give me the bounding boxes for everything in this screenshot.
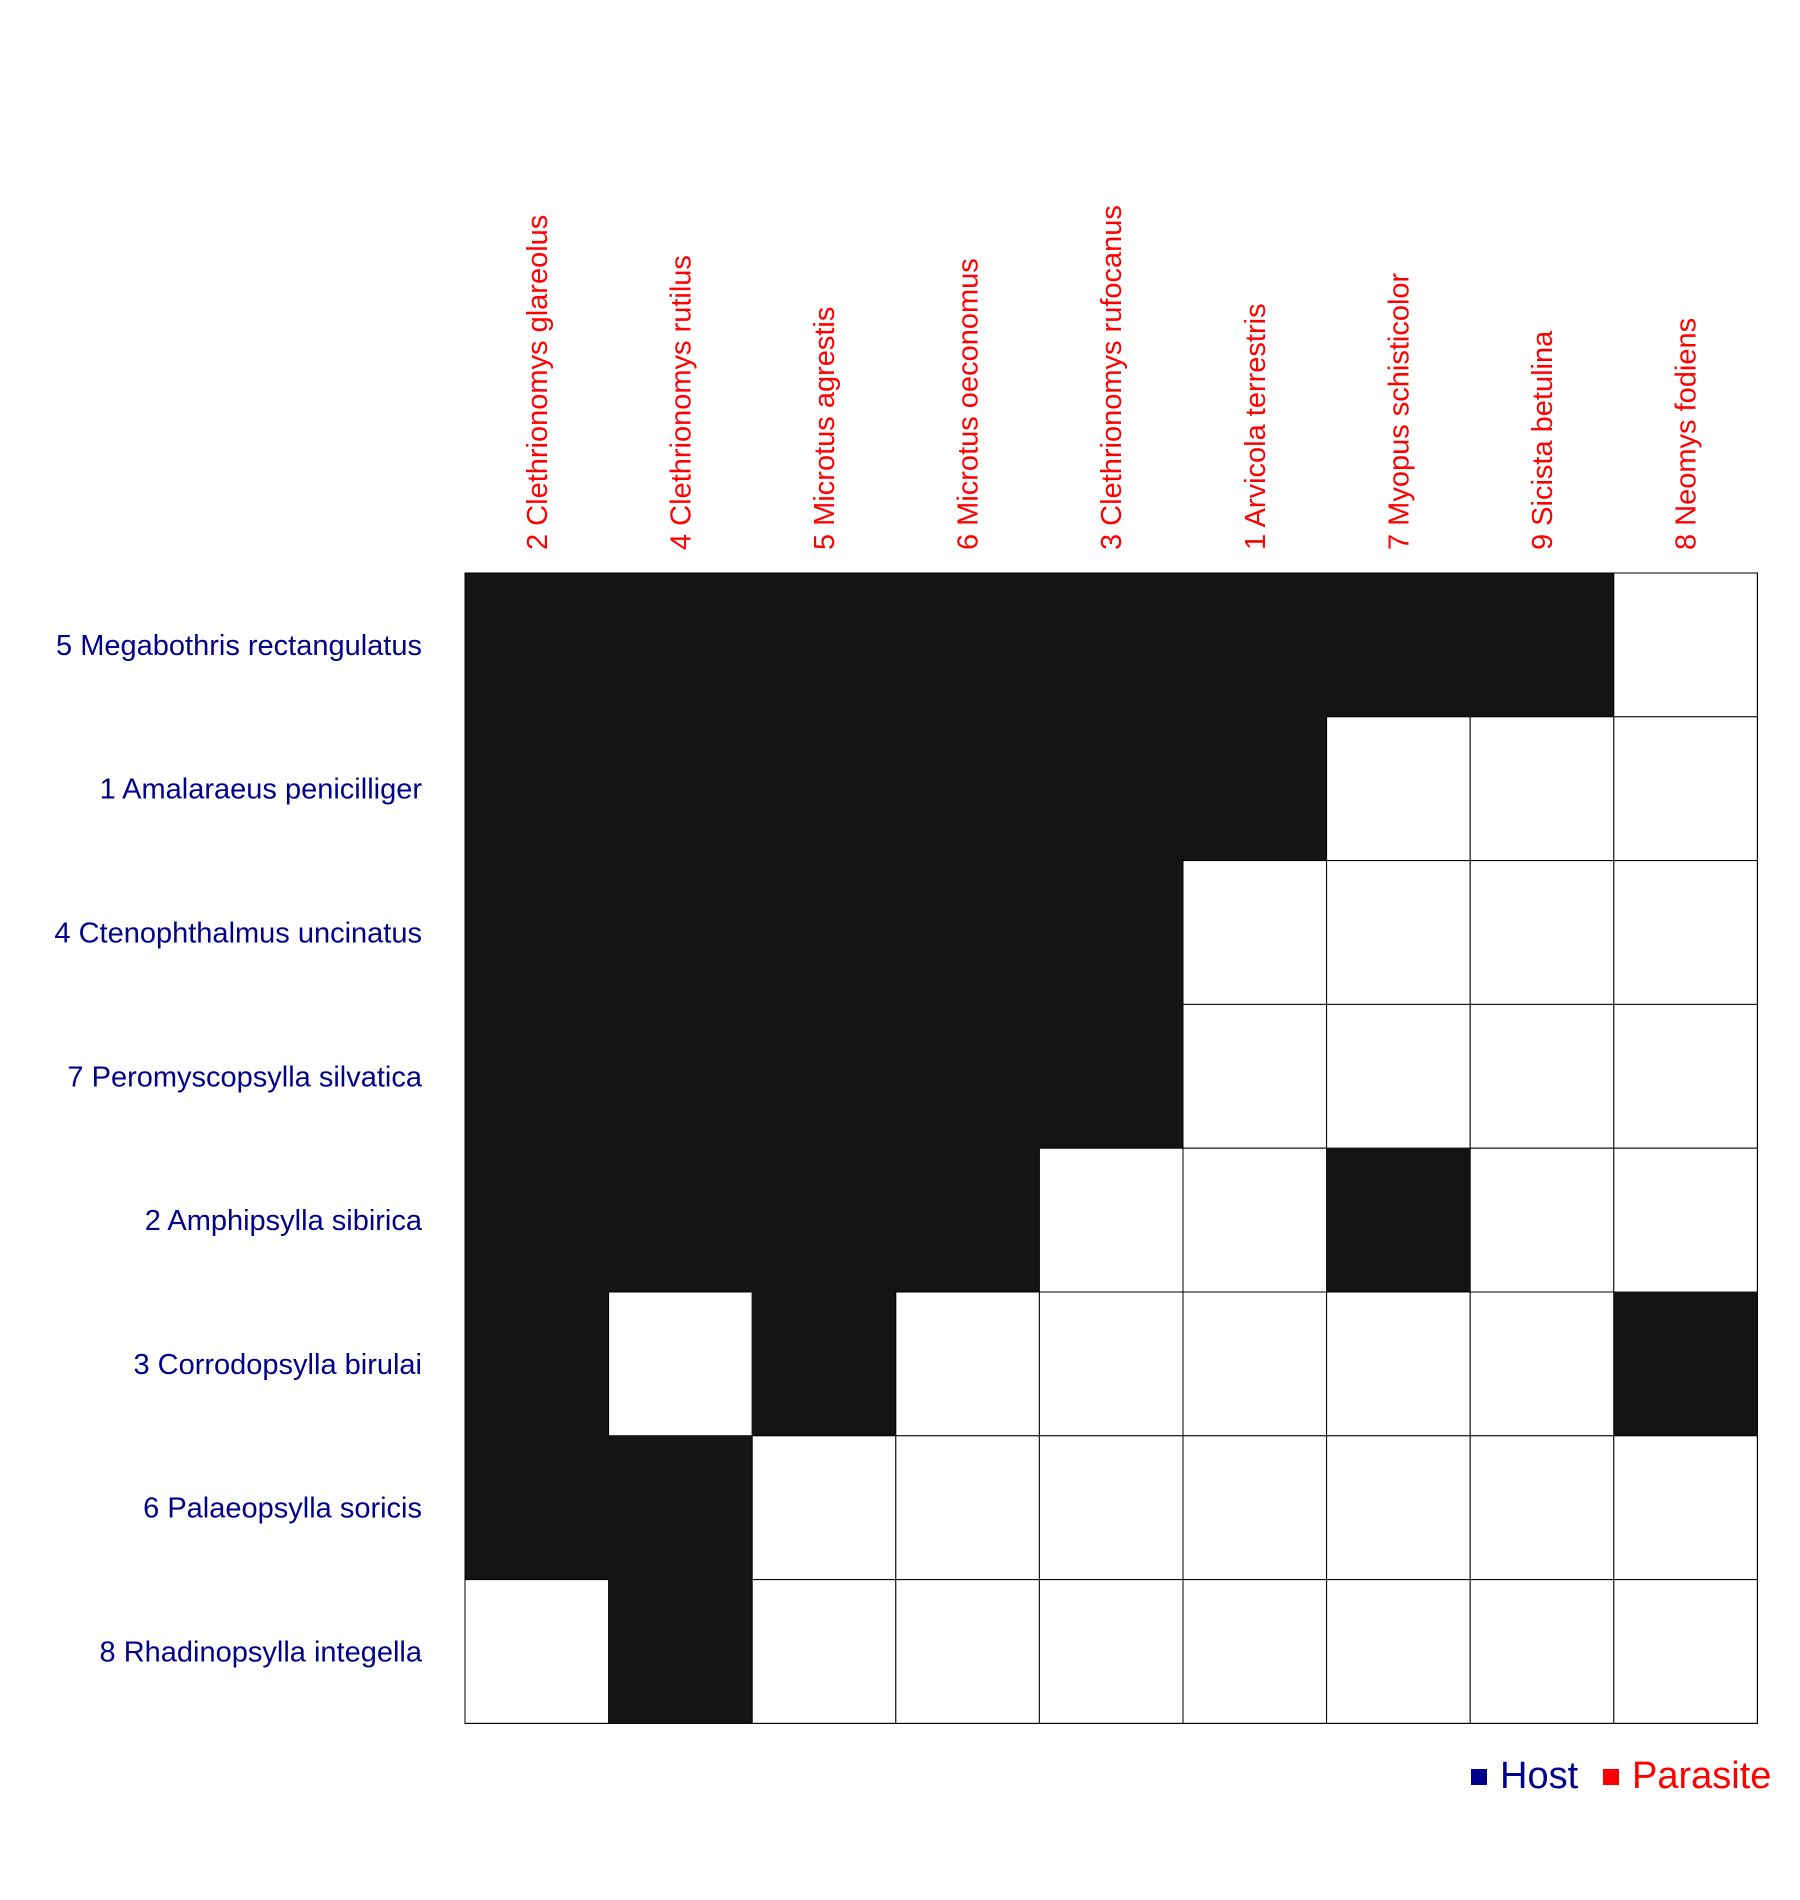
matrix-cell bbox=[751, 572, 897, 718]
matrix-cell bbox=[1469, 716, 1615, 862]
matrix-cells bbox=[464, 572, 1758, 1724]
matrix-cell bbox=[1038, 1435, 1184, 1581]
matrix-cell bbox=[1469, 860, 1615, 1005]
matrix-cell bbox=[895, 1003, 1040, 1149]
column-label: 5 Microtus agrestis bbox=[809, 307, 841, 550]
matrix-cell bbox=[1613, 1147, 1758, 1293]
matrix-cell bbox=[1038, 1147, 1184, 1293]
matrix-cell bbox=[751, 1579, 897, 1724]
matrix-cell bbox=[608, 572, 753, 718]
matrix-cell bbox=[895, 1147, 1040, 1293]
matrix-cell bbox=[895, 1435, 1040, 1581]
matrix-cell bbox=[1038, 1579, 1184, 1724]
matrix-cell bbox=[751, 1003, 897, 1149]
row-label: 4 Ctenophthalmus uncinatus bbox=[54, 918, 422, 950]
matrix-cell bbox=[1613, 860, 1758, 1005]
matrix-cell bbox=[751, 1147, 897, 1293]
matrix-cell bbox=[608, 860, 753, 1005]
matrix-cell bbox=[1182, 1579, 1328, 1724]
matrix-cell bbox=[464, 1291, 610, 1437]
legend-host-swatch bbox=[1471, 1769, 1487, 1785]
matrix-cell bbox=[1182, 860, 1328, 1005]
column-label: 6 Microtus oeconomus bbox=[953, 258, 985, 550]
matrix-cell bbox=[1469, 572, 1615, 718]
matrix-cell bbox=[464, 1003, 610, 1149]
matrix-cell bbox=[1326, 1291, 1471, 1437]
matrix-cell bbox=[1182, 1435, 1328, 1581]
matrix-cell bbox=[751, 1435, 897, 1581]
matrix-cell bbox=[1182, 1291, 1328, 1437]
matrix-cell bbox=[464, 1147, 610, 1293]
matrix-cell bbox=[608, 1291, 753, 1437]
matrix-border bbox=[464, 572, 1758, 1724]
matrix-cell bbox=[464, 716, 610, 862]
matrix-cell bbox=[1326, 860, 1471, 1005]
matrix-cell bbox=[608, 716, 753, 862]
row-label: 7 Peromyscopsylla silvatica bbox=[67, 1061, 422, 1093]
column-labels: 2 Clethrionomys glareolus 4 Clethrionomys… bbox=[522, 205, 1703, 550]
matrix-cell bbox=[1038, 860, 1184, 1005]
row-label: 6 Palaeopsylla soricis bbox=[143, 1493, 422, 1525]
column-label: 1 Arvicola terrestris bbox=[1240, 303, 1272, 550]
matrix-cell bbox=[1326, 716, 1471, 862]
matrix-cell bbox=[1469, 1435, 1615, 1581]
row-label: 3 Corrodopsylla birulai bbox=[133, 1349, 422, 1381]
matrix-cell bbox=[1469, 1003, 1615, 1149]
matrix-cell bbox=[1326, 1147, 1471, 1293]
matrix-cell bbox=[1038, 716, 1184, 862]
legend-parasite-label: Parasite bbox=[1632, 1755, 1771, 1797]
matrix-cell bbox=[1469, 1579, 1615, 1724]
matrix-cell bbox=[1613, 716, 1758, 862]
matrix-cell bbox=[895, 572, 1040, 718]
legend: Host Parasite bbox=[1471, 1755, 1771, 1797]
matrix-cell bbox=[1038, 1291, 1184, 1437]
matrix-cell bbox=[1038, 1003, 1184, 1149]
matrix-cell bbox=[1182, 1003, 1328, 1149]
matrix-cell bbox=[1038, 572, 1184, 718]
column-label: 9 Sicista betulina bbox=[1527, 330, 1559, 550]
row-label: 1 Amalaraeus penicilliger bbox=[100, 774, 423, 806]
matrix-cell bbox=[1326, 572, 1471, 718]
matrix-cell bbox=[895, 860, 1040, 1005]
matrix-cell bbox=[608, 1435, 753, 1581]
matrix-cell bbox=[1326, 1003, 1471, 1149]
row-labels: 5 Megabothris rectangulatus 1 Amalaraeus … bbox=[54, 630, 422, 1669]
matrix-cell bbox=[895, 1291, 1040, 1437]
matrix-cell bbox=[895, 1579, 1040, 1724]
row-label: 8 Rhadinopsylla integella bbox=[100, 1637, 423, 1669]
column-label: 2 Clethrionomys glareolus bbox=[522, 215, 554, 550]
matrix-cell bbox=[1182, 1147, 1328, 1293]
matrix-cell bbox=[1613, 1435, 1758, 1581]
matrix-cell bbox=[608, 1147, 753, 1293]
matrix-cell bbox=[751, 860, 897, 1005]
matrix-cell bbox=[895, 716, 1040, 862]
matrix-cell bbox=[1326, 1579, 1471, 1724]
column-label: 7 Myopus schisticolor bbox=[1383, 272, 1415, 550]
matrix-cell bbox=[751, 1291, 897, 1437]
matrix-cell bbox=[464, 860, 610, 1005]
matrix-cell bbox=[1613, 1579, 1758, 1724]
matrix-cell bbox=[1613, 572, 1758, 718]
matrix-cell bbox=[1613, 1003, 1758, 1149]
legend-host-label: Host bbox=[1500, 1755, 1579, 1797]
matrix-cell bbox=[1469, 1147, 1615, 1293]
matrix-cell bbox=[1613, 1291, 1758, 1437]
matrix-cell bbox=[464, 1579, 610, 1724]
matrix-cell bbox=[751, 716, 897, 862]
matrix-cell bbox=[464, 1435, 610, 1581]
column-label: 8 Neomys fodiens bbox=[1671, 318, 1703, 550]
matrix-cell bbox=[608, 1579, 753, 1724]
column-label: 4 Clethrionomys rutilus bbox=[665, 255, 697, 550]
matrix-cell bbox=[1469, 1291, 1615, 1437]
legend-parasite-swatch bbox=[1603, 1769, 1619, 1785]
row-label: 2 Amphipsylla sibirica bbox=[145, 1205, 423, 1237]
matrix-cell bbox=[1182, 716, 1328, 862]
row-label: 5 Megabothris rectangulatus bbox=[56, 630, 422, 662]
matrix-cell bbox=[464, 572, 610, 718]
matrix-cell bbox=[1182, 572, 1328, 718]
column-label: 3 Clethrionomys rufocanus bbox=[1096, 205, 1128, 550]
matrix-cell bbox=[1326, 1435, 1471, 1581]
matrix-cell bbox=[608, 1003, 753, 1149]
